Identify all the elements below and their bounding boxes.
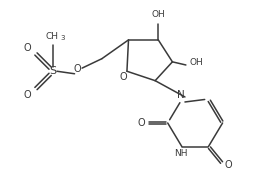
Text: O: O (23, 90, 31, 100)
Text: S: S (50, 66, 57, 76)
Text: O: O (137, 118, 145, 128)
Text: OH: OH (190, 58, 204, 67)
Text: O: O (119, 72, 127, 82)
Text: 3: 3 (60, 35, 65, 41)
Text: NH: NH (175, 149, 188, 158)
Text: O: O (224, 160, 232, 170)
Text: O: O (74, 64, 81, 74)
Text: O: O (23, 43, 31, 53)
Text: OH: OH (151, 10, 165, 19)
Text: N: N (177, 90, 185, 100)
Text: CH: CH (46, 32, 59, 41)
